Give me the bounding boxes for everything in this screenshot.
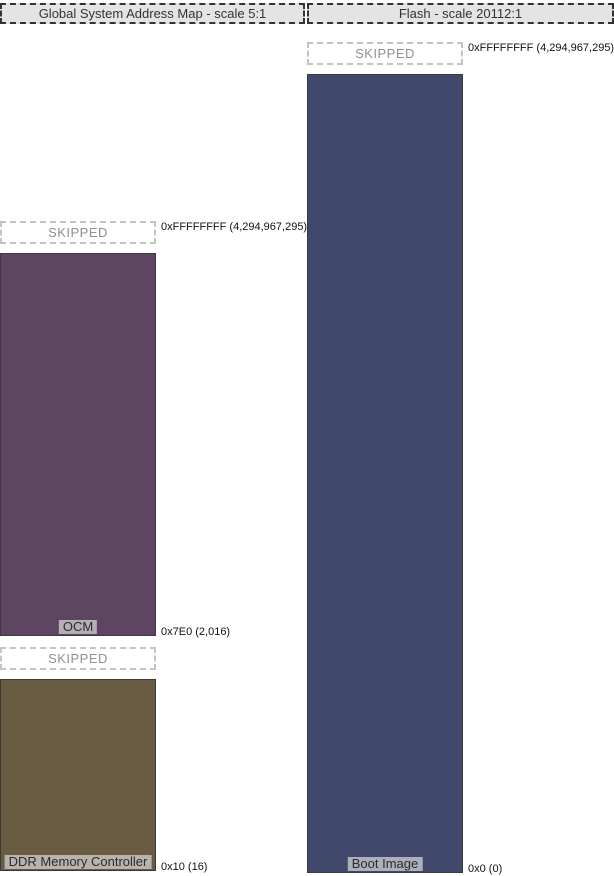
ddr-base-address: 0x10 (16) <box>161 861 208 873</box>
flash-base-address: 0x0 (0) <box>468 863 503 875</box>
global-map-top-address: 0xFFFFFFFF (4,294,967,295) <box>161 221 308 233</box>
global-map-skipped-mid: SKIPPED <box>0 647 156 670</box>
ddr-memory-controller-region-label: DDR Memory Controller <box>4 855 152 869</box>
global-map-skipped-top: SKIPPED <box>0 221 156 244</box>
flash-map-title: Flash - scale 20112:1 <box>307 3 614 24</box>
flash-map-skipped-top: SKIPPED <box>307 42 463 65</box>
ocm-base-address: 0x7E0 (2,016) <box>161 626 231 638</box>
global-map-title: Global System Address Map - scale 5:1 <box>0 3 305 24</box>
boot-image-region-label: Boot Image <box>347 857 423 871</box>
ocm-region-label: OCM <box>58 620 98 634</box>
ocm-region[interactable]: OCM <box>0 253 156 636</box>
flash-map-top-address: 0xFFFFFFFF (4,294,967,295) <box>468 42 614 54</box>
ddr-memory-controller-region[interactable]: DDR Memory Controller <box>0 679 156 871</box>
boot-image-region[interactable]: Boot Image <box>307 74 463 873</box>
